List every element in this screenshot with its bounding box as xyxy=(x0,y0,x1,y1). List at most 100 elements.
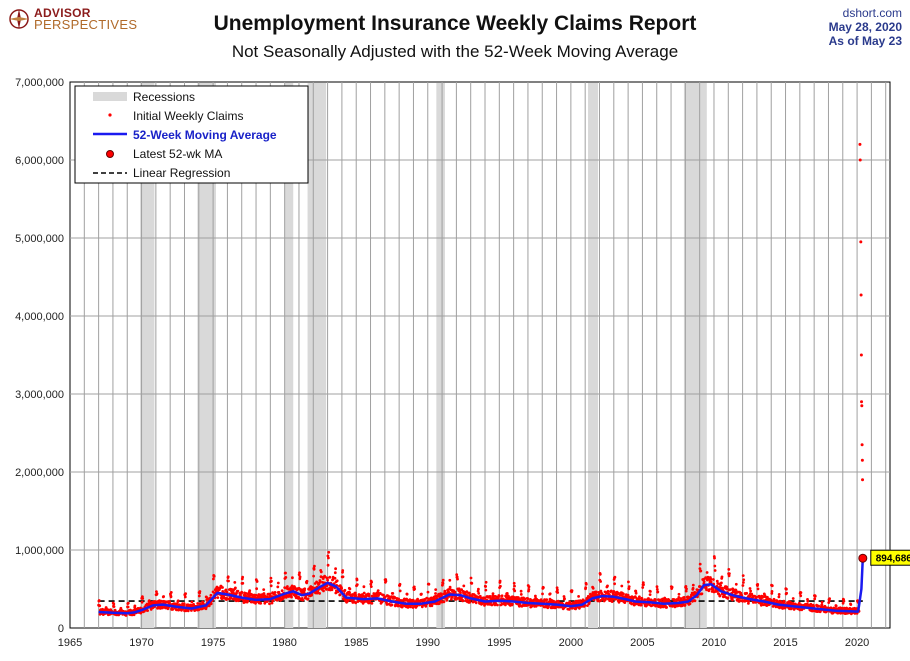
claims-point xyxy=(176,599,180,603)
claims-point xyxy=(424,604,428,608)
claims-point xyxy=(860,400,864,404)
claims-point xyxy=(270,601,274,605)
claims-point xyxy=(326,563,330,567)
claims-point xyxy=(747,602,750,605)
claims-point xyxy=(313,564,316,568)
claims-point xyxy=(859,240,863,244)
claims-point xyxy=(626,593,630,597)
claims-point xyxy=(312,567,316,571)
claims-point xyxy=(820,600,824,604)
claims-point xyxy=(318,592,321,595)
claims-point xyxy=(860,404,864,408)
claims-point xyxy=(305,579,309,583)
x-tick-label: 1975 xyxy=(201,637,225,649)
claims-point xyxy=(527,588,531,591)
recession-band xyxy=(683,83,707,628)
claims-point xyxy=(548,592,552,596)
claims-point xyxy=(627,587,631,591)
claims-point xyxy=(691,583,695,587)
claims-point xyxy=(627,580,630,584)
claims-point xyxy=(312,574,315,578)
claims-point xyxy=(727,574,731,578)
claims-point xyxy=(745,591,749,595)
legend-claims-label: Initial Weekly Claims xyxy=(133,109,243,123)
claims-point xyxy=(290,595,293,599)
claims-point xyxy=(448,585,452,589)
claims-point xyxy=(160,600,164,603)
y-tick-label: 0 xyxy=(58,623,64,635)
claims-point xyxy=(425,596,429,600)
claims-point xyxy=(456,577,459,581)
claims-point xyxy=(741,584,745,587)
claims-point xyxy=(420,592,423,596)
claims-point xyxy=(682,596,686,599)
claims-point xyxy=(147,599,151,603)
claims-point xyxy=(271,599,275,603)
y-tick-label: 4,000,000 xyxy=(15,311,64,323)
x-tick-label: 2020 xyxy=(845,637,869,649)
claims-point xyxy=(97,599,101,602)
legend-recession-swatch xyxy=(93,92,127,101)
claims-point xyxy=(369,582,373,586)
claims-point xyxy=(441,578,445,582)
claims-point xyxy=(705,588,708,592)
claims-point xyxy=(688,602,692,606)
claims-point xyxy=(712,578,715,581)
x-tick-label: 1995 xyxy=(487,637,511,649)
claims-point xyxy=(227,579,230,583)
claims-point xyxy=(761,603,765,607)
claims-point xyxy=(777,593,781,596)
claims-point xyxy=(655,588,659,591)
claims-point xyxy=(500,594,504,598)
claims-point xyxy=(126,605,130,609)
claims-point xyxy=(591,586,595,590)
claims-point xyxy=(474,601,478,605)
claims-point xyxy=(396,604,400,608)
claims-point xyxy=(459,591,462,595)
claims-point xyxy=(613,575,617,579)
claims-point xyxy=(584,582,588,586)
claims-point xyxy=(504,603,507,607)
claims-point xyxy=(790,607,793,610)
claims-point xyxy=(858,158,862,162)
x-tick-label: 1985 xyxy=(344,637,368,649)
claims-point xyxy=(597,591,601,595)
claims-point xyxy=(468,600,471,604)
claims-point xyxy=(643,598,647,601)
claims-point xyxy=(755,595,758,599)
claims-point xyxy=(505,592,509,595)
claims-point xyxy=(460,588,463,592)
claims-point xyxy=(599,580,602,583)
claims-point xyxy=(393,596,397,599)
claims-point xyxy=(534,604,538,608)
claims-point xyxy=(623,601,627,604)
claims-point xyxy=(354,594,358,597)
claims-point xyxy=(209,602,213,606)
claims-point xyxy=(169,595,173,599)
claims-point xyxy=(741,574,745,577)
claims-point xyxy=(273,591,277,594)
claims-point xyxy=(161,606,164,610)
claims-point xyxy=(430,604,434,608)
claims-point xyxy=(702,580,706,583)
claims-point xyxy=(734,582,738,586)
claims-point xyxy=(859,293,863,297)
claims-point xyxy=(813,594,817,598)
claims-point xyxy=(286,585,289,588)
claims-point xyxy=(291,576,294,580)
claims-point xyxy=(742,578,746,582)
claims-point xyxy=(496,603,499,607)
claims-point xyxy=(190,609,193,612)
claims-point xyxy=(276,581,280,585)
claims-point xyxy=(469,576,473,580)
claims-point xyxy=(860,458,864,462)
claims-point xyxy=(756,587,760,591)
claims-point xyxy=(562,595,566,598)
x-tick-label: 2000 xyxy=(559,637,583,649)
recession-bands xyxy=(140,83,707,628)
claims-point xyxy=(817,604,820,608)
claims-point xyxy=(519,593,523,596)
claims-point xyxy=(512,581,516,585)
claims-point xyxy=(140,600,144,604)
claims-point xyxy=(196,602,200,605)
